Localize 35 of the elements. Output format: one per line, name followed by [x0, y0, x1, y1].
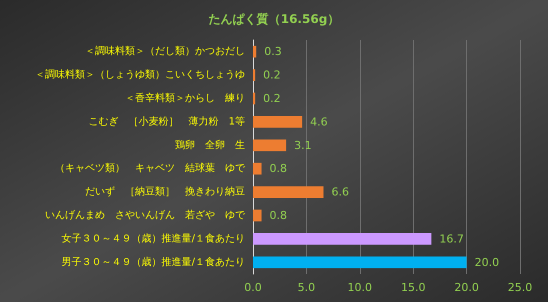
y-tick-label: ＜調味料類＞（だし類）かつおだし	[85, 45, 245, 58]
y-tick-label: こむぎ ［小麦粉］ 薄力粉 1等	[88, 115, 245, 128]
y-tick-label: いんげんまめ さやいんげん 若ざや ゆで	[45, 209, 246, 221]
bar	[253, 116, 302, 128]
chart-title: たんぱく質（16.56g）	[208, 12, 340, 26]
data-label: 4.6	[310, 115, 328, 128]
y-tick-label: 男子３０～４９（歳）推進量/１食あたり	[62, 256, 245, 268]
x-tick-label: 25.0	[508, 281, 532, 294]
data-label: 16.7	[439, 232, 464, 246]
y-tick-label: 鶏卵 全卵 生	[175, 138, 245, 151]
x-tick-label: 20.0	[454, 281, 479, 294]
bar	[253, 256, 467, 268]
x-tick-label: 5.0	[298, 281, 316, 294]
data-label: 0.3	[264, 45, 282, 58]
y-tick-label: 女子３０～４９（歳）推進量/１食あたり	[62, 232, 245, 244]
y-tick-label: （キャベツ類） キャベツ 結球葉 ゆで	[55, 162, 246, 174]
data-label: 0.2	[263, 68, 281, 82]
data-label: 3.1	[294, 138, 312, 152]
bar	[253, 210, 262, 222]
data-label: 0.8	[270, 162, 288, 176]
x-tick-label: 0.0	[244, 281, 262, 294]
data-label: 20.0	[474, 256, 500, 269]
bar	[253, 139, 286, 152]
y-tick-label: だいず ［納豆類］ 挽きわり納豆	[85, 186, 245, 198]
data-label: 0.8	[270, 209, 288, 222]
data-label: 0.2	[263, 92, 281, 105]
bar	[253, 162, 262, 175]
y-tick-label: ＜調味料類＞（しょうゆ類）こいくちしょうゆ	[35, 68, 245, 81]
bar	[253, 46, 256, 58]
x-tick-label: 10.0	[348, 281, 372, 294]
y-tick-label: ＜香辛料類＞からし 練り	[125, 92, 245, 104]
x-tick-label: 15.0	[400, 281, 426, 294]
bar	[253, 186, 324, 198]
data-label: 6.6	[331, 186, 349, 199]
bar	[253, 233, 432, 245]
